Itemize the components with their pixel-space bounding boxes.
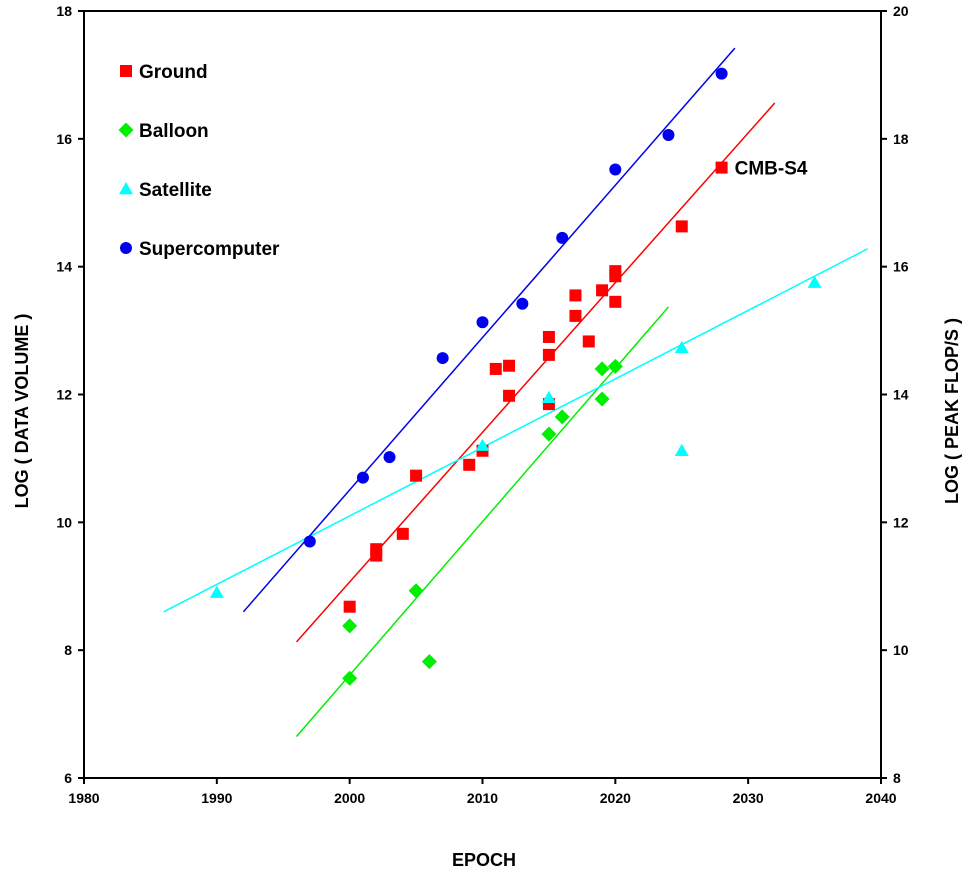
ground-point [489,362,502,375]
balloon-point [342,618,358,634]
y2-axis-ticks: 8 10 12 14 16 18 20 [881,3,909,786]
ground-point [715,161,728,174]
y-tick-label: 14 [56,259,72,275]
balloon-fit-line [295,306,670,737]
y2-axis-title: LOG ( PEAK FLOP/S ) [942,318,962,504]
ground-point [370,543,383,556]
ground-point [503,389,516,402]
y2-tick-label: 12 [893,514,909,530]
supercomputer-point [556,231,569,244]
ground-point [503,359,516,372]
ground-point [609,295,622,308]
ground-point [542,330,555,343]
y-tick-label: 6 [64,770,72,786]
annotations: CMB-S4 [735,159,808,180]
ground-point [569,309,582,322]
x-tick-label: 2040 [865,790,896,806]
ground-point [542,348,555,361]
ground-point [569,289,582,302]
supercomputer-point [303,535,316,548]
ground-point [609,270,622,283]
ground-fit-line [295,102,776,643]
ground-point [410,469,423,482]
ground-point [596,284,609,297]
y-axis-ticks: 6 8 10 12 14 16 18 [56,3,84,786]
y-axis-title: LOG ( DATA VOLUME ) [12,314,32,509]
x-axis-title: EPOCH [452,850,516,870]
x-tick-label: 2010 [467,790,498,806]
y-tick-label: 16 [56,131,72,147]
y2-tick-label: 8 [893,770,901,786]
data-points [209,67,822,686]
supercomputer-point [609,163,622,176]
balloon-point [421,654,437,670]
ground-point [343,600,356,613]
balloon-point [408,583,424,599]
supercomputer-point [436,352,449,365]
y-tick-label: 8 [64,642,72,658]
x-tick-label: 1980 [68,790,99,806]
legend-label-balloon: Balloon [139,121,209,142]
legend-label-supercomputer: Supercomputer [139,239,280,260]
legend-label-satellite: Satellite [139,180,212,201]
ground-point [396,527,409,540]
supercomputer-point [516,297,529,310]
y2-tick-label: 20 [893,3,909,19]
y2-tick-label: 18 [893,131,909,147]
balloon-point [594,361,610,377]
y2-tick-label: 14 [893,387,909,403]
satellite-point [209,585,224,598]
satellite-point [674,443,689,456]
supercomputer-point [662,128,675,141]
satellite-point [475,438,490,451]
satellite-point [541,390,556,403]
annotation-label: CMB-S4 [735,159,808,180]
satellite-fit-line [163,248,869,613]
balloon-point [541,426,557,442]
legend-marker-satellite [119,182,133,195]
x-axis-ticks: 1980 1990 2000 2010 2020 2030 2040 [68,778,897,806]
supercomputer-point [356,471,369,484]
y2-tick-label: 10 [893,642,909,658]
supercomputer-point [715,67,728,80]
legend-marker-supercomputer [120,242,132,254]
ground-point [675,220,688,233]
y-tick-label: 10 [56,514,72,530]
ground-point [582,335,595,348]
supercomputer-point [476,316,489,329]
legend-label-ground: Ground [139,62,208,83]
balloon-point [607,358,623,374]
x-tick-label: 2020 [600,790,631,806]
y-tick-label: 18 [56,3,72,19]
x-tick-label: 2000 [334,790,365,806]
supercomputer-fit-line [242,47,736,613]
fit-lines [163,47,869,737]
legend-marker-ground [120,65,132,77]
balloon-point [594,391,610,407]
supercomputer-point [383,451,396,464]
y2-tick-label: 16 [893,259,909,275]
x-tick-label: 2030 [733,790,764,806]
balloon-point [342,670,358,686]
legend-marker-balloon [118,122,134,138]
balloon-point [554,409,570,425]
satellite-point [807,275,822,288]
y-tick-label: 12 [56,387,72,403]
legend: Ground Balloon Satellite Supercomputer [118,62,280,260]
x-tick-label: 1990 [201,790,232,806]
ground-point [463,458,476,471]
satellite-point [674,340,689,354]
